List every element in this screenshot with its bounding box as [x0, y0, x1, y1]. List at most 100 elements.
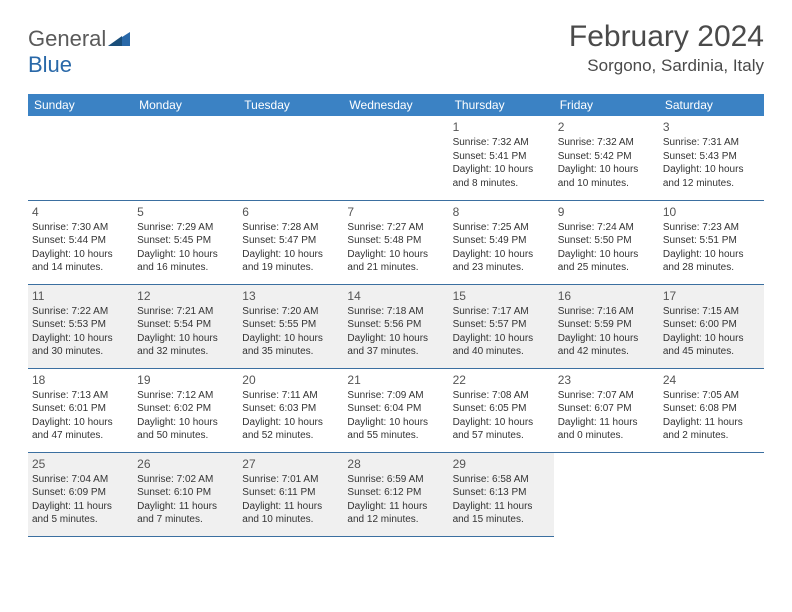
day-sun-info: Sunrise: 7:32 AM Sunset: 5:42 PM Dayligh…	[558, 136, 655, 190]
day-number: 8	[453, 204, 550, 220]
day-header: Wednesday	[343, 94, 448, 116]
calendar-day-cell: 20Sunrise: 7:11 AM Sunset: 6:03 PM Dayli…	[238, 368, 343, 452]
calendar-empty-cell	[659, 452, 764, 536]
day-header: Friday	[554, 94, 659, 116]
calendar-day-cell: 9Sunrise: 7:24 AM Sunset: 5:50 PM Daylig…	[554, 200, 659, 284]
day-header: Saturday	[659, 94, 764, 116]
calendar-day-cell: 12Sunrise: 7:21 AM Sunset: 5:54 PM Dayli…	[133, 284, 238, 368]
day-number: 1	[453, 119, 550, 135]
day-sun-info: Sunrise: 7:02 AM Sunset: 6:10 PM Dayligh…	[137, 473, 234, 527]
calendar-day-cell: 28Sunrise: 6:59 AM Sunset: 6:12 PM Dayli…	[343, 452, 448, 536]
calendar-week-row: 18Sunrise: 7:13 AM Sunset: 6:01 PM Dayli…	[28, 368, 764, 452]
day-number: 17	[663, 288, 760, 304]
day-sun-info: Sunrise: 7:23 AM Sunset: 5:51 PM Dayligh…	[663, 221, 760, 275]
day-number: 13	[242, 288, 339, 304]
day-sun-info: Sunrise: 7:28 AM Sunset: 5:47 PM Dayligh…	[242, 221, 339, 275]
calendar-day-cell: 18Sunrise: 7:13 AM Sunset: 6:01 PM Dayli…	[28, 368, 133, 452]
calendar-week-row: 25Sunrise: 7:04 AM Sunset: 6:09 PM Dayli…	[28, 452, 764, 536]
day-number: 10	[663, 204, 760, 220]
day-sun-info: Sunrise: 7:08 AM Sunset: 6:05 PM Dayligh…	[453, 389, 550, 443]
calendar-day-cell: 27Sunrise: 7:01 AM Sunset: 6:11 PM Dayli…	[238, 452, 343, 536]
calendar-day-cell: 10Sunrise: 7:23 AM Sunset: 5:51 PM Dayli…	[659, 200, 764, 284]
day-sun-info: Sunrise: 7:32 AM Sunset: 5:41 PM Dayligh…	[453, 136, 550, 190]
day-sun-info: Sunrise: 7:09 AM Sunset: 6:04 PM Dayligh…	[347, 389, 444, 443]
brand-triangle-icon	[108, 26, 130, 51]
day-number: 25	[32, 456, 129, 472]
calendar-body: 1Sunrise: 7:32 AM Sunset: 5:41 PM Daylig…	[28, 116, 764, 536]
calendar-day-cell: 3Sunrise: 7:31 AM Sunset: 5:43 PM Daylig…	[659, 116, 764, 200]
calendar-day-cell: 16Sunrise: 7:16 AM Sunset: 5:59 PM Dayli…	[554, 284, 659, 368]
calendar-day-cell: 26Sunrise: 7:02 AM Sunset: 6:10 PM Dayli…	[133, 452, 238, 536]
calendar-day-cell: 23Sunrise: 7:07 AM Sunset: 6:07 PM Dayli…	[554, 368, 659, 452]
day-number: 28	[347, 456, 444, 472]
day-number: 21	[347, 372, 444, 388]
location-subtitle: Sorgono, Sardinia, Italy	[569, 56, 764, 76]
calendar-day-cell: 14Sunrise: 7:18 AM Sunset: 5:56 PM Dayli…	[343, 284, 448, 368]
day-number: 29	[453, 456, 550, 472]
day-number: 20	[242, 372, 339, 388]
day-number: 7	[347, 204, 444, 220]
day-sun-info: Sunrise: 7:17 AM Sunset: 5:57 PM Dayligh…	[453, 305, 550, 359]
calendar-empty-cell	[343, 116, 448, 200]
calendar-day-cell: 21Sunrise: 7:09 AM Sunset: 6:04 PM Dayli…	[343, 368, 448, 452]
calendar-day-cell: 8Sunrise: 7:25 AM Sunset: 5:49 PM Daylig…	[449, 200, 554, 284]
calendar-day-cell: 29Sunrise: 6:58 AM Sunset: 6:13 PM Dayli…	[449, 452, 554, 536]
calendar-day-cell: 13Sunrise: 7:20 AM Sunset: 5:55 PM Dayli…	[238, 284, 343, 368]
day-sun-info: Sunrise: 7:22 AM Sunset: 5:53 PM Dayligh…	[32, 305, 129, 359]
day-sun-info: Sunrise: 7:04 AM Sunset: 6:09 PM Dayligh…	[32, 473, 129, 527]
day-header: Sunday	[28, 94, 133, 116]
day-number: 11	[32, 288, 129, 304]
day-sun-info: Sunrise: 7:12 AM Sunset: 6:02 PM Dayligh…	[137, 389, 234, 443]
day-number: 6	[242, 204, 339, 220]
day-number: 18	[32, 372, 129, 388]
day-number: 26	[137, 456, 234, 472]
day-header: Tuesday	[238, 94, 343, 116]
day-number: 23	[558, 372, 655, 388]
page-header: GeneralBlue February 2024 Sorgono, Sardi…	[28, 20, 764, 78]
calendar-day-cell: 7Sunrise: 7:27 AM Sunset: 5:48 PM Daylig…	[343, 200, 448, 284]
day-sun-info: Sunrise: 7:11 AM Sunset: 6:03 PM Dayligh…	[242, 389, 339, 443]
day-number: 12	[137, 288, 234, 304]
calendar-header-row: SundayMondayTuesdayWednesdayThursdayFrid…	[28, 94, 764, 116]
day-number: 22	[453, 372, 550, 388]
calendar-day-cell: 1Sunrise: 7:32 AM Sunset: 5:41 PM Daylig…	[449, 116, 554, 200]
day-sun-info: Sunrise: 7:21 AM Sunset: 5:54 PM Dayligh…	[137, 305, 234, 359]
calendar-day-cell: 25Sunrise: 7:04 AM Sunset: 6:09 PM Dayli…	[28, 452, 133, 536]
day-sun-info: Sunrise: 7:25 AM Sunset: 5:49 PM Dayligh…	[453, 221, 550, 275]
calendar-empty-cell	[554, 452, 659, 536]
calendar-day-cell: 5Sunrise: 7:29 AM Sunset: 5:45 PM Daylig…	[133, 200, 238, 284]
day-number: 15	[453, 288, 550, 304]
calendar-day-cell: 22Sunrise: 7:08 AM Sunset: 6:05 PM Dayli…	[449, 368, 554, 452]
calendar-day-cell: 17Sunrise: 7:15 AM Sunset: 6:00 PM Dayli…	[659, 284, 764, 368]
calendar-week-row: 11Sunrise: 7:22 AM Sunset: 5:53 PM Dayli…	[28, 284, 764, 368]
day-sun-info: Sunrise: 7:01 AM Sunset: 6:11 PM Dayligh…	[242, 473, 339, 527]
day-header: Monday	[133, 94, 238, 116]
day-sun-info: Sunrise: 7:05 AM Sunset: 6:08 PM Dayligh…	[663, 389, 760, 443]
day-number: 19	[137, 372, 234, 388]
day-sun-info: Sunrise: 7:15 AM Sunset: 6:00 PM Dayligh…	[663, 305, 760, 359]
calendar-day-cell: 4Sunrise: 7:30 AM Sunset: 5:44 PM Daylig…	[28, 200, 133, 284]
day-sun-info: Sunrise: 7:24 AM Sunset: 5:50 PM Dayligh…	[558, 221, 655, 275]
brand-part2: Blue	[28, 52, 72, 77]
day-sun-info: Sunrise: 7:27 AM Sunset: 5:48 PM Dayligh…	[347, 221, 444, 275]
calendar-week-row: 1Sunrise: 7:32 AM Sunset: 5:41 PM Daylig…	[28, 116, 764, 200]
title-block: February 2024 Sorgono, Sardinia, Italy	[569, 20, 764, 76]
calendar-day-cell: 24Sunrise: 7:05 AM Sunset: 6:08 PM Dayli…	[659, 368, 764, 452]
day-sun-info: Sunrise: 7:13 AM Sunset: 6:01 PM Dayligh…	[32, 389, 129, 443]
day-sun-info: Sunrise: 7:16 AM Sunset: 5:59 PM Dayligh…	[558, 305, 655, 359]
day-sun-info: Sunrise: 7:31 AM Sunset: 5:43 PM Dayligh…	[663, 136, 760, 190]
calendar-week-row: 4Sunrise: 7:30 AM Sunset: 5:44 PM Daylig…	[28, 200, 764, 284]
brand-text: GeneralBlue	[28, 26, 130, 78]
brand-logo: GeneralBlue	[28, 20, 130, 78]
day-sun-info: Sunrise: 7:18 AM Sunset: 5:56 PM Dayligh…	[347, 305, 444, 359]
page-title: February 2024	[569, 20, 764, 54]
calendar-table: SundayMondayTuesdayWednesdayThursdayFrid…	[28, 94, 764, 537]
day-sun-info: Sunrise: 6:59 AM Sunset: 6:12 PM Dayligh…	[347, 473, 444, 527]
brand-part1: General	[28, 26, 106, 51]
day-number: 2	[558, 119, 655, 135]
day-number: 3	[663, 119, 760, 135]
day-sun-info: Sunrise: 7:07 AM Sunset: 6:07 PM Dayligh…	[558, 389, 655, 443]
calendar-empty-cell	[238, 116, 343, 200]
calendar-empty-cell	[133, 116, 238, 200]
day-sun-info: Sunrise: 7:29 AM Sunset: 5:45 PM Dayligh…	[137, 221, 234, 275]
